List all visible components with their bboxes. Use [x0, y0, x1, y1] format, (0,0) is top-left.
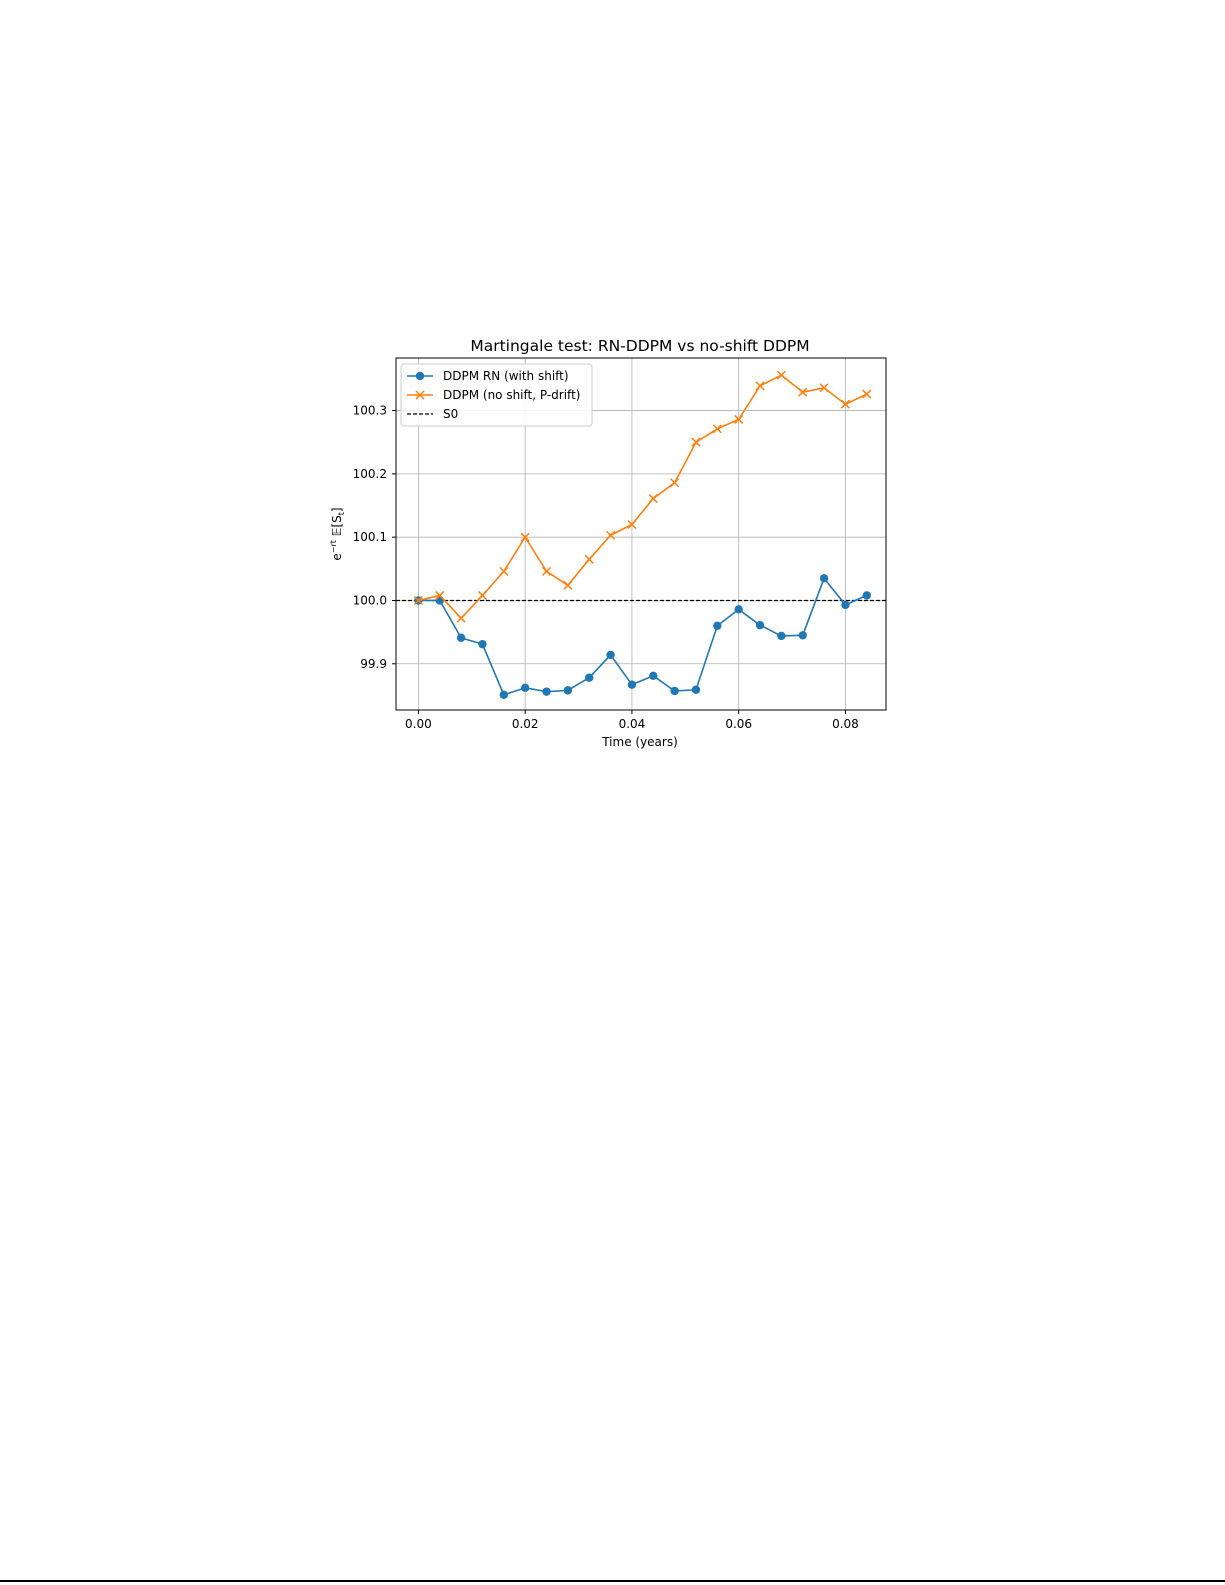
data-point: [776, 370, 786, 380]
data-point: [520, 683, 530, 693]
y-label-sub: t: [337, 512, 346, 515]
data-point: [456, 613, 466, 623]
series-line: [418, 374, 868, 620]
data-point: [648, 494, 658, 504]
data-point: [862, 591, 871, 600]
legend-marker: [415, 371, 425, 381]
data-point: [670, 478, 680, 488]
legend-marker: [415, 390, 425, 400]
data-point: [456, 633, 466, 643]
y-tick-label: 100.0: [353, 593, 387, 607]
y-tick-label: 100.3: [353, 404, 387, 418]
data-point: [713, 621, 722, 630]
series-layer: [413, 370, 872, 700]
data-point: [691, 437, 701, 447]
y-label-base: e: [330, 553, 344, 560]
x-tick-label: 0.06: [725, 717, 752, 731]
data-point: [649, 671, 658, 681]
y-axis-label: e−rt 𝔼[St]: [329, 507, 346, 560]
data-point: [477, 590, 488, 600]
data-point: [734, 414, 744, 424]
data-point: [691, 685, 701, 694]
data-point: [862, 389, 872, 399]
data-point: [606, 650, 615, 660]
legend-item: DDPM RN (with shift): [407, 369, 569, 383]
y-label-end: ]: [330, 507, 344, 512]
data-point: [541, 566, 552, 576]
legend-label: DDPM (no shift, P-drift): [443, 388, 580, 402]
data-point: [542, 687, 551, 696]
y-tick-label: 100.2: [353, 467, 387, 481]
data-point: [584, 554, 594, 564]
data-point: [520, 532, 530, 542]
legend-item: DDPM (no shift, P-drift): [407, 388, 580, 402]
data-point: [627, 519, 637, 530]
data-point: [755, 620, 765, 630]
x-axis-label: Time (years): [601, 735, 678, 749]
page-bottom-rule: [0, 1580, 1225, 1582]
data-point: [734, 605, 743, 614]
legend-box: [400, 363, 593, 427]
data-point: [819, 383, 829, 393]
data-point: [413, 595, 423, 606]
data-point: [499, 566, 509, 576]
x-tick-label: 0.02: [512, 717, 539, 731]
x-tick-label: 0.08: [832, 717, 859, 731]
data-point: [563, 686, 573, 695]
data-point: [798, 387, 808, 397]
data-point: [478, 639, 487, 649]
legend-label: DDPM RN (with shift): [443, 369, 569, 383]
legend-label: S0: [443, 407, 458, 421]
x-axis: 0.00 0.02 0.04 0.06 0.08: [405, 710, 859, 731]
data-point: [606, 530, 616, 540]
y-label-mid: 𝔼[S: [330, 515, 344, 540]
series-rn-with-shift: [414, 574, 871, 700]
data-point: [841, 600, 850, 610]
data-point: [627, 680, 637, 689]
y-tick-label: 99.9: [360, 657, 387, 671]
x-tick-label: 0.04: [619, 717, 646, 731]
data-point: [435, 590, 445, 600]
data-point: [670, 686, 679, 696]
data-point: [819, 574, 829, 583]
data-point: [563, 580, 573, 590]
data-point: [798, 631, 807, 640]
data-point: [755, 381, 765, 391]
data-point: [585, 673, 594, 682]
x-tick-label: 0.00: [405, 717, 432, 731]
chart-title: Martingale test: RN-DDPM vs no-shift DDP…: [470, 337, 809, 355]
y-tick-label: 100.1: [353, 530, 387, 544]
data-point: [712, 424, 722, 434]
y-label-sup: −rt: [329, 540, 338, 553]
data-point: [499, 690, 509, 700]
series-no-shift-p-drift: [413, 370, 872, 623]
legend-item: S0: [407, 407, 458, 421]
legend: DDPM RN (with shift) DDPM (no shift, P-dr…: [400, 363, 593, 427]
data-point: [840, 399, 850, 409]
y-axis: 99.9 100.0 100.1 100.2 100.3: [353, 404, 396, 671]
series-line: [418, 577, 868, 696]
legend-items: DDPM RN (with shift) DDPM (no shift, P-dr…: [407, 369, 580, 421]
plot-frame: [395, 357, 887, 711]
data-point: [777, 631, 786, 641]
